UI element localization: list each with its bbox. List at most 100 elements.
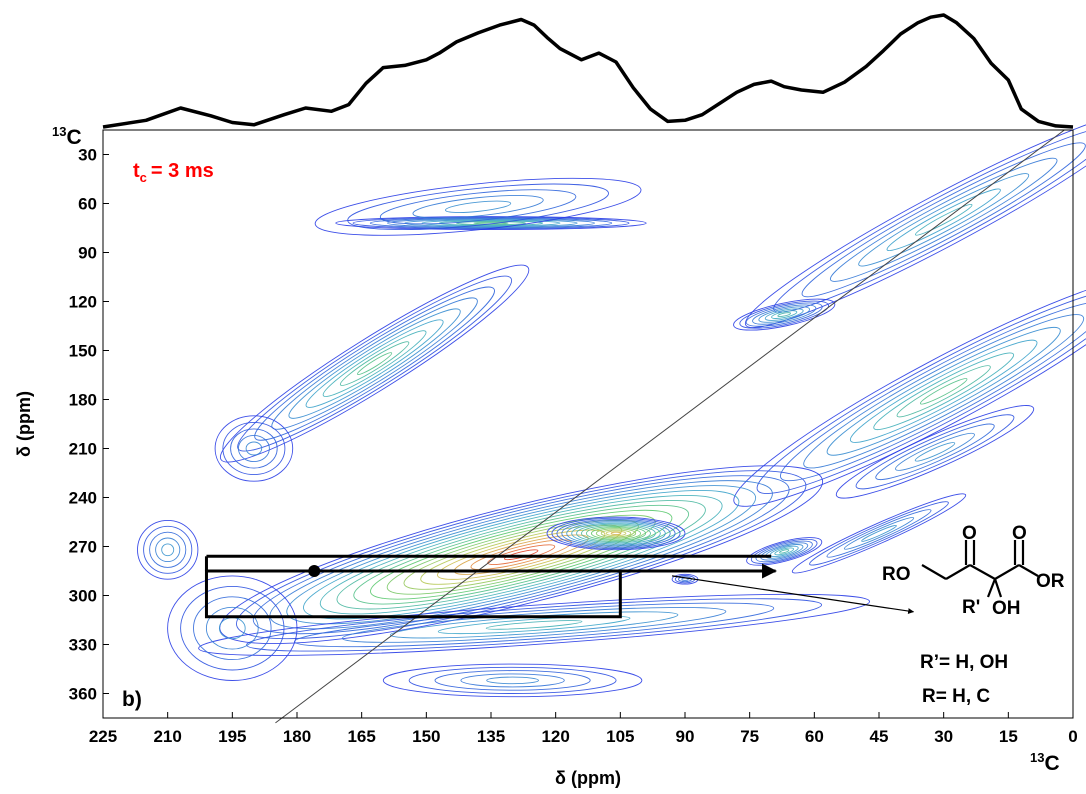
contour-level xyxy=(858,173,1030,267)
contour-level xyxy=(791,493,967,574)
contour-level xyxy=(595,528,637,539)
struct-legend-r-prime: R’= H, OH xyxy=(920,652,1008,673)
structure-pointer-arrow xyxy=(671,575,915,615)
contour-level xyxy=(801,142,1086,298)
contour-level xyxy=(914,203,973,236)
x-tick-label: 60 xyxy=(805,727,824,746)
contour-level xyxy=(339,341,410,386)
contour-level xyxy=(779,549,790,554)
contour-level xyxy=(919,378,968,405)
contour-level xyxy=(826,509,932,558)
x-tick-label: 165 xyxy=(347,727,375,746)
contour-level xyxy=(222,421,286,476)
peak-methyl-band xyxy=(335,216,647,231)
contour-level xyxy=(437,615,631,635)
struct-R-prime: R' xyxy=(962,597,980,618)
contour-level xyxy=(161,543,175,557)
x-tick-label: 135 xyxy=(477,727,505,746)
contour-level xyxy=(561,520,671,547)
contour-level xyxy=(745,302,823,327)
contour-level xyxy=(590,527,642,540)
x-tick-label: 225 xyxy=(89,727,117,746)
contour-level xyxy=(286,485,757,625)
contour-level xyxy=(303,490,740,620)
x-tick-label: 120 xyxy=(541,727,569,746)
x-tick-label: 105 xyxy=(606,727,634,746)
contour-level xyxy=(504,549,539,561)
x-nucleus-label: 13C xyxy=(1030,750,1060,775)
contour-level xyxy=(896,365,991,418)
contour-level xyxy=(485,620,583,630)
contour-level xyxy=(155,537,181,563)
contour-level xyxy=(408,666,617,694)
contour-level xyxy=(379,189,577,225)
contour-level xyxy=(895,432,975,471)
contour-level xyxy=(357,352,393,375)
contour-level xyxy=(755,540,813,563)
contour-level xyxy=(143,525,193,574)
peak-lower-band xyxy=(198,593,871,656)
peak-cross-270 xyxy=(546,516,686,551)
contour-level xyxy=(288,308,461,419)
svg-text:tc= 3 ms: tc = 3 ms xyxy=(133,160,214,185)
contour-level xyxy=(180,585,285,671)
peak-aliphatic-right xyxy=(733,275,1086,507)
contour-level xyxy=(843,517,915,550)
peak-aromatic-diag xyxy=(744,111,1086,328)
mixing-time-annotation: tc = 3 ms xyxy=(133,160,214,185)
peak-upper-left xyxy=(219,264,530,463)
peak-lower-left xyxy=(167,575,298,681)
contour-level xyxy=(460,673,565,688)
contour-level xyxy=(875,423,995,481)
contour-level xyxy=(605,530,627,537)
contour-level xyxy=(546,516,686,551)
contour-level xyxy=(205,606,259,650)
contour-level xyxy=(434,670,591,691)
contour-level xyxy=(353,504,690,605)
struct-OR: OR xyxy=(1036,571,1065,592)
contour-level xyxy=(386,514,656,595)
diagonal xyxy=(275,129,1065,724)
peak-carbonyl-small xyxy=(214,415,294,482)
contour-level xyxy=(456,221,526,226)
contour-level xyxy=(733,298,836,331)
x-tick-label: 150 xyxy=(412,727,440,746)
contour-level xyxy=(137,519,199,580)
y-tick-label: 120 xyxy=(69,293,97,312)
struct-legend-r: R= H, C xyxy=(922,686,990,707)
x-tick-label: 90 xyxy=(676,727,695,746)
x-tick-label: 0 xyxy=(1068,727,1077,746)
struct-O-ketone: O xyxy=(962,523,977,544)
peak-alkyl-diagonal xyxy=(791,493,967,574)
contour-level xyxy=(779,301,1086,482)
contour-level xyxy=(803,314,1085,469)
struct-RO: RO xyxy=(882,564,911,585)
y-tick-label: 270 xyxy=(69,538,97,557)
contour-level xyxy=(764,544,804,559)
arrows xyxy=(308,563,915,615)
contour-level xyxy=(486,676,539,685)
y-tick-label: 210 xyxy=(69,440,97,459)
contour-level xyxy=(855,414,1015,490)
y-tick-label: 300 xyxy=(69,587,97,606)
contour-level xyxy=(914,442,956,462)
projection-1d-spectrum xyxy=(102,13,1074,129)
plot-frame xyxy=(102,129,1074,719)
contour-level xyxy=(750,538,818,564)
svg-text:13C: 13C xyxy=(1030,750,1060,775)
y-tick-label: 240 xyxy=(69,489,97,508)
peak-main-ridge xyxy=(219,465,824,645)
contour-level xyxy=(237,434,270,463)
x-tick-label: 210 xyxy=(153,727,181,746)
contour-level xyxy=(193,596,272,661)
y-nucleus-label: 13C xyxy=(52,124,82,149)
y-tick-label: 360 xyxy=(69,685,97,704)
peak-lower-mid xyxy=(382,663,643,698)
x-nucleus-sup: 13 xyxy=(1030,750,1044,765)
peak-cross-68 xyxy=(746,537,823,566)
y-tick-label: 180 xyxy=(69,391,97,410)
contour-level xyxy=(198,593,871,656)
chemical-structure: RO O O OR R' OH R’= H, OH R= H, C xyxy=(882,523,1065,707)
y-axis-ticks: 30 60 90 120 150 180 210 240 270 300 330 360 xyxy=(69,146,109,704)
contour-level xyxy=(809,501,949,566)
